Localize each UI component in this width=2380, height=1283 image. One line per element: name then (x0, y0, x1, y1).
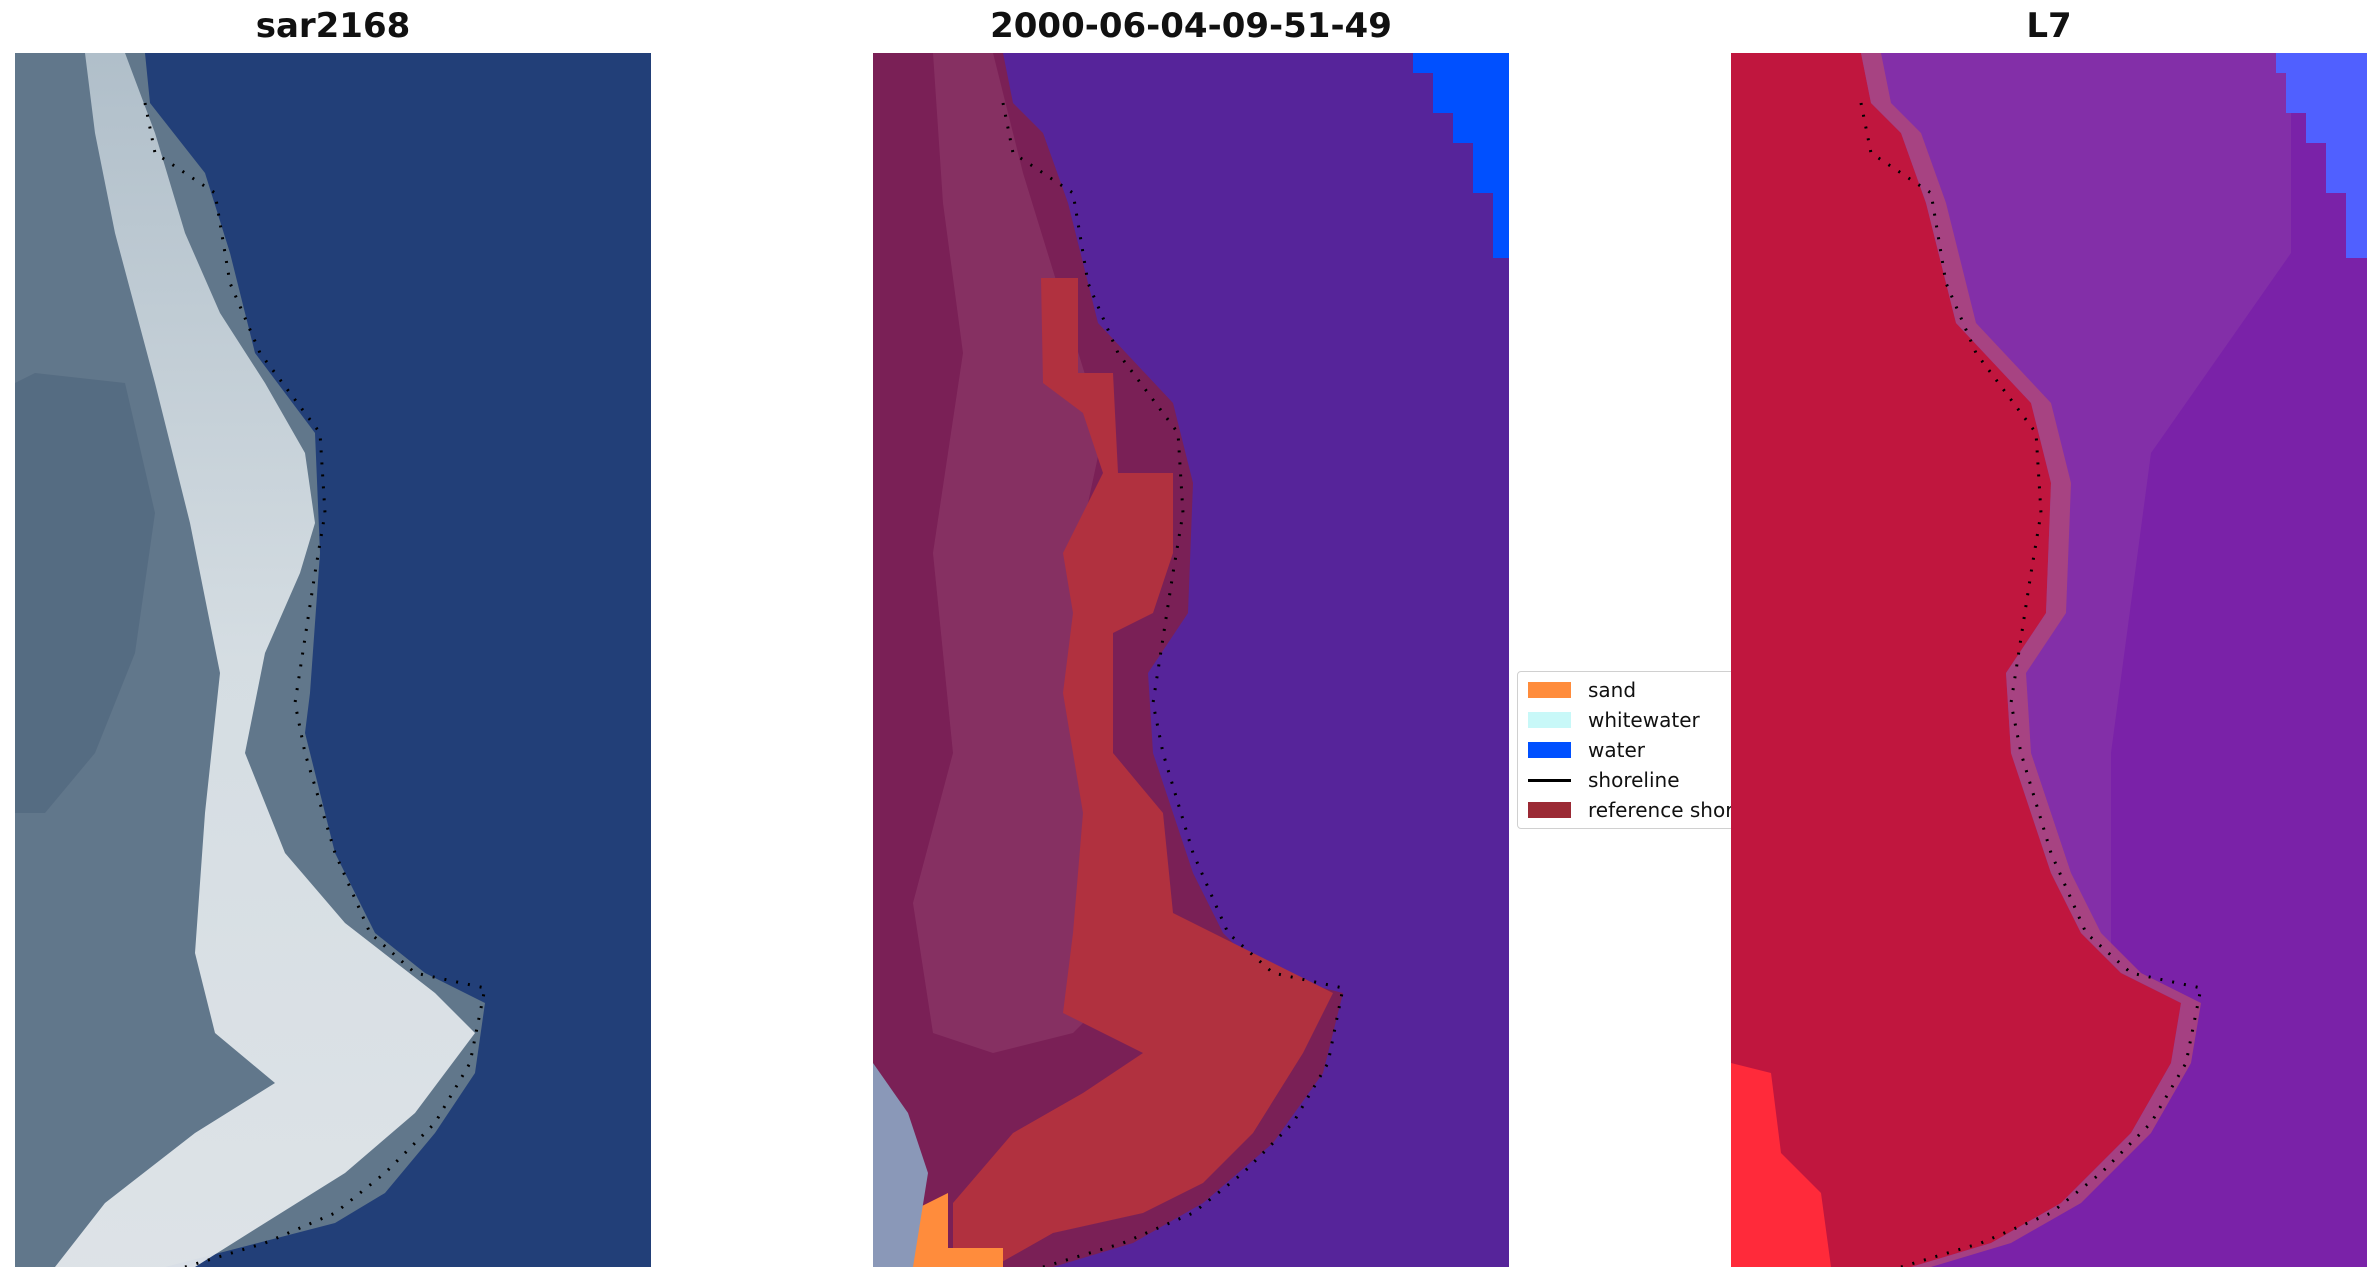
legend: sand whitewater water shoreline referenc… (1517, 671, 1735, 829)
sand-swatch (1528, 682, 1571, 698)
legend-item-whitewater: whitewater (1528, 708, 1700, 732)
legend-item-shoreline: shoreline (1528, 768, 1680, 792)
legend-item-water: water (1528, 738, 1645, 762)
legend-label-shoreline: shoreline (1588, 768, 1680, 792)
legend-label-water: water (1588, 738, 1645, 762)
l7-land-area (1731, 53, 2181, 1267)
legend-label-reference-shoreline: reference shoreline (1588, 798, 1734, 822)
water-swatch (1528, 742, 1571, 758)
legend-item-reference-shoreline: reference shoreline (1528, 798, 1734, 822)
panel-title-date: 2000-06-04-09-51-49 (990, 6, 1392, 46)
l7-transition-band (1861, 53, 2201, 1267)
classified-image (873, 53, 1509, 1267)
rgb-veg-patch (15, 373, 155, 813)
class-reference-area (953, 278, 1333, 1267)
panel-title-rgb: sar2168 (255, 6, 411, 46)
legend-label-whitewater: whitewater (1588, 708, 1700, 732)
legend-label-sand: sand (1588, 678, 1637, 702)
panel-title-l7: L7 (2026, 6, 2072, 46)
rgb-foam-band (55, 53, 475, 1267)
reference-shoreline-swatch (1528, 802, 1571, 818)
rgb-image (15, 53, 651, 1267)
class-water-blue (1413, 53, 1509, 258)
shoreline-swatch (1528, 778, 1571, 782)
l7-bright-land (1731, 1063, 1831, 1267)
class-sand-area (908, 1193, 1003, 1267)
class-gray-area (873, 1063, 928, 1267)
whitewater-swatch (1528, 712, 1571, 728)
l7-high-area (2276, 53, 2367, 258)
l7-index-image (1731, 53, 2367, 1267)
legend-item-sand: sand (1528, 678, 1636, 702)
